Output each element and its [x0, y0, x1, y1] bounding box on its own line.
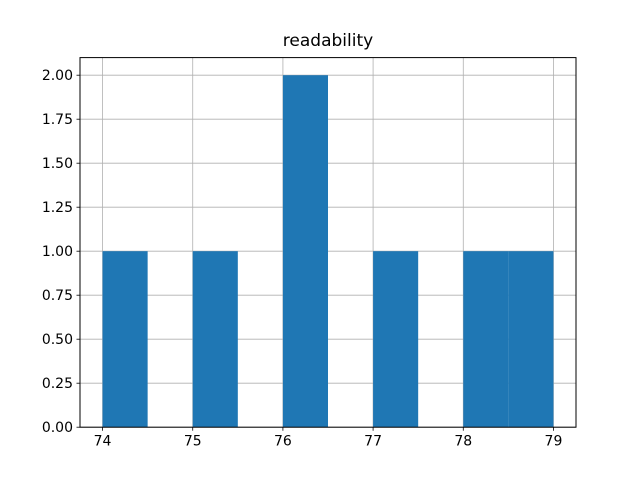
x-tick-label: 74 — [94, 434, 112, 450]
y-tick-label: 1.50 — [42, 156, 73, 172]
histogram-bar — [102, 251, 148, 428]
chart-title: readability — [282, 31, 374, 51]
y-tick-label: 0.75 — [42, 288, 73, 304]
histogram-bar — [508, 251, 554, 428]
histogram-bar — [282, 75, 328, 428]
y-tick-label: 1.75 — [42, 112, 73, 128]
histogram-bar — [373, 251, 419, 428]
histogram-bar — [463, 251, 509, 428]
y-tick-label: 1.25 — [42, 200, 73, 216]
x-tick-label: 77 — [364, 434, 382, 450]
y-tick-label: 1.00 — [42, 244, 73, 260]
x-tick-label: 75 — [184, 434, 202, 450]
plot-border — [79, 57, 577, 428]
y-tick-label: 0.25 — [42, 376, 73, 392]
x-tick-label: 79 — [545, 434, 563, 450]
y-tick-label: 2.00 — [42, 68, 73, 84]
histogram-bar — [192, 251, 238, 428]
y-tick-label: 0.50 — [42, 332, 73, 348]
y-tick-label: 0.00 — [42, 420, 73, 436]
x-tick-label: 76 — [274, 434, 292, 450]
x-tick-label: 78 — [454, 434, 472, 450]
